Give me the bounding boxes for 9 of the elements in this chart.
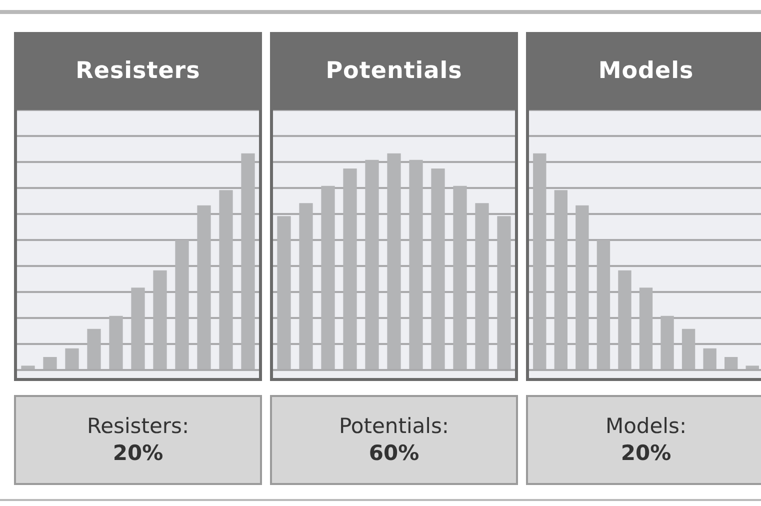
- chart-title: Models: [526, 32, 761, 110]
- text: Models:: [605, 413, 687, 440]
- text: Potentials:: [338, 413, 449, 440]
- text: 20%: [620, 440, 672, 467]
- chart-title: Resisters: [14, 32, 262, 110]
- text: Resisters:: [86, 413, 190, 440]
- text: 20%: [112, 440, 164, 467]
- text: 60%: [368, 440, 420, 467]
- chart-title: Potentials: [270, 32, 518, 110]
